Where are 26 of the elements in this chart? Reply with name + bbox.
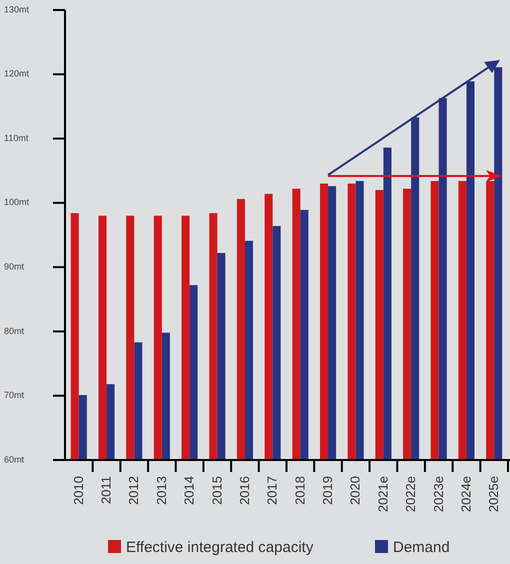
x-tick-label: 2019 bbox=[320, 476, 336, 505]
y-tick-label: 80mt bbox=[4, 326, 25, 336]
x-tick-label: 2010 bbox=[70, 476, 86, 505]
y-tick-label: 120mt bbox=[4, 68, 30, 79]
x-tick-label: 2025e bbox=[486, 476, 502, 512]
x-tick-label: 2014 bbox=[182, 476, 197, 505]
x-tick-label: 2012 bbox=[126, 476, 142, 505]
x-tick-label: 2022e bbox=[403, 476, 418, 512]
x-tick-label: 2021e bbox=[375, 476, 390, 512]
x-tick-label: 2024e bbox=[458, 476, 474, 512]
x-tick-label: 2023e bbox=[430, 476, 446, 512]
x-tick-label: 2017 bbox=[264, 476, 280, 505]
x-tick-label: 2020 bbox=[348, 476, 363, 505]
y-tick-label: 60mt bbox=[4, 454, 25, 464]
x-tick-label: 2013 bbox=[154, 476, 169, 505]
y-tick-label: 110mt bbox=[4, 132, 29, 143]
y-tick-label: 70mt bbox=[4, 390, 25, 400]
y-tick-label: 90mt bbox=[4, 262, 25, 272]
y-tick-label: 130mt bbox=[4, 4, 30, 14]
x-tick-label: 2016 bbox=[236, 476, 252, 505]
x-tick-label: 2015 bbox=[209, 476, 224, 505]
legend-label: Demand bbox=[393, 539, 450, 556]
x-tick-label: 2011 bbox=[98, 476, 114, 504]
y-tick-label: 100mt bbox=[4, 197, 30, 208]
x-tick-label: 2018 bbox=[292, 476, 308, 505]
legend-label: Effective integrated capacity bbox=[126, 539, 314, 556]
